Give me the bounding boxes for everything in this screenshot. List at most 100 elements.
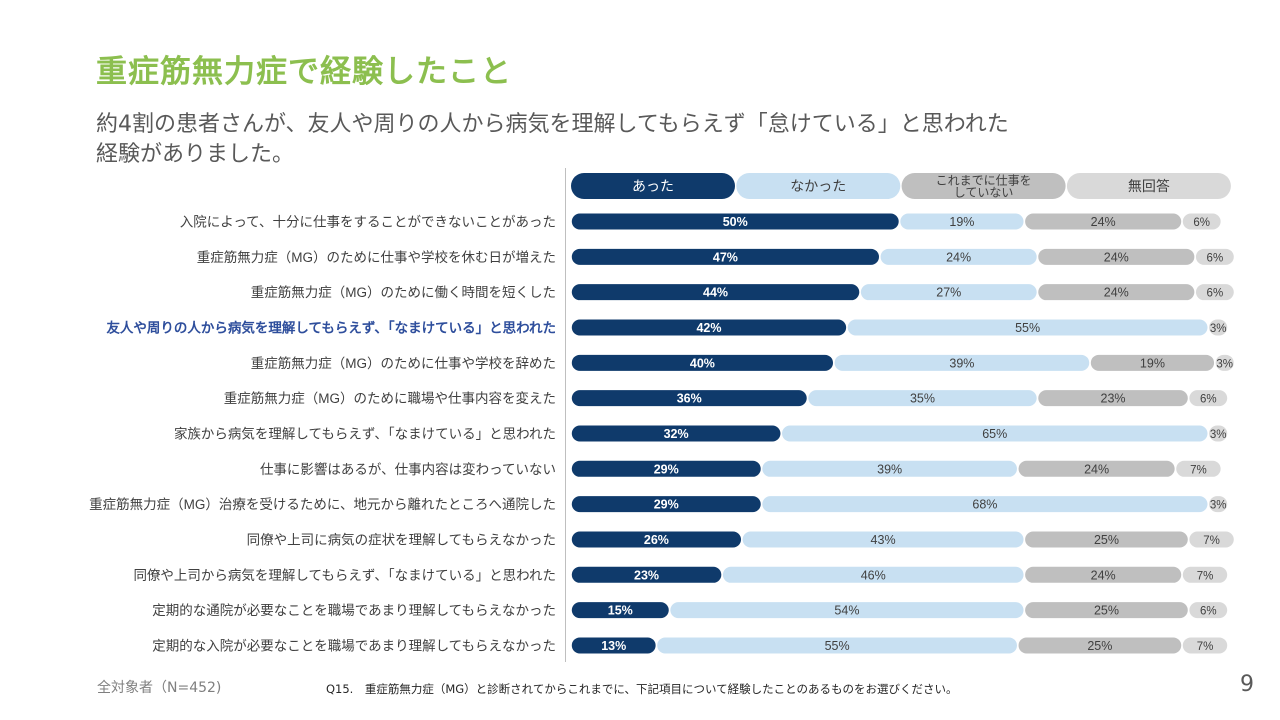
data-label: 40% bbox=[690, 356, 715, 370]
bar-segment bbox=[1018, 637, 1182, 654]
category-label: 同僚や上司から病気を理解してもらえず、「なまけている」と思われた bbox=[133, 568, 556, 583]
data-label: 35% bbox=[910, 392, 935, 406]
data-label: 42% bbox=[696, 321, 721, 335]
data-label: 55% bbox=[825, 639, 850, 653]
bar-segment bbox=[1038, 284, 1195, 301]
bar-segment bbox=[1025, 213, 1182, 230]
bar-segment bbox=[1090, 354, 1215, 371]
page-subtitle: 約4割の患者さんが、友人や周りの人から病気を理解してもらえず「怠けている」と思わ… bbox=[96, 112, 1009, 167]
data-label: 24% bbox=[1091, 215, 1116, 229]
bar-segment bbox=[571, 213, 899, 230]
data-label: 19% bbox=[1140, 356, 1165, 370]
legend-label: これまでに仕事を bbox=[936, 173, 1032, 187]
bar-segment bbox=[1038, 248, 1195, 265]
bar-segment bbox=[1189, 390, 1228, 407]
bar-segment bbox=[1209, 496, 1228, 513]
bar-segment bbox=[1189, 602, 1228, 619]
legend-label: なかった bbox=[790, 178, 846, 194]
data-label: 25% bbox=[1094, 533, 1119, 547]
bar-segment bbox=[1195, 284, 1234, 301]
bar-segment bbox=[1018, 460, 1175, 477]
bar-segment bbox=[1038, 390, 1188, 407]
category-label: 同僚や上司に病気の症状を理解してもらえなかった bbox=[247, 532, 556, 547]
category-label: 入院によって、十分に仕事をすることができないことがあった bbox=[180, 215, 556, 230]
bar-segment bbox=[571, 460, 761, 477]
bar-segment bbox=[1215, 354, 1234, 371]
data-label: 46% bbox=[861, 568, 886, 582]
data-label: 13% bbox=[601, 639, 626, 653]
data-label: 7% bbox=[1197, 570, 1214, 582]
legend-label: していない bbox=[954, 185, 1014, 199]
data-label: 25% bbox=[1087, 639, 1112, 653]
data-label: 29% bbox=[654, 498, 679, 512]
page-title: 重症筋無力症で経験したこと bbox=[96, 54, 512, 90]
data-label: 6% bbox=[1200, 606, 1217, 618]
legend-pill bbox=[1066, 173, 1231, 199]
data-label: 3% bbox=[1210, 500, 1227, 512]
category-label: 友人や周りの人から病気を理解してもらえず、「なまけている」と思われた bbox=[106, 319, 556, 335]
bar-segment bbox=[571, 425, 781, 442]
category-label: 重症筋無力症（MG）のために仕事や学校を辞めた bbox=[251, 355, 556, 371]
page-number: 9 bbox=[1240, 672, 1254, 697]
data-label: 6% bbox=[1207, 252, 1224, 264]
bar-segment bbox=[1182, 566, 1228, 583]
data-label: 65% bbox=[982, 427, 1007, 441]
category-label: 重症筋無力症（MG）のために職場や仕事内容を変えた bbox=[224, 390, 556, 406]
data-label: 7% bbox=[1197, 641, 1214, 653]
bar-segment bbox=[1182, 213, 1221, 230]
data-label: 3% bbox=[1210, 323, 1227, 335]
legend-pill bbox=[571, 173, 735, 199]
bar-segment bbox=[571, 284, 860, 301]
data-label: 47% bbox=[713, 250, 738, 264]
legend-label: 無回答 bbox=[1128, 178, 1170, 194]
bar-segment bbox=[847, 319, 1208, 336]
bar-segment bbox=[782, 425, 1208, 442]
data-label: 24% bbox=[1091, 568, 1116, 582]
data-label: 7% bbox=[1190, 464, 1207, 476]
data-label: 68% bbox=[972, 498, 997, 512]
legend-pill bbox=[736, 173, 901, 199]
bar-segment bbox=[742, 531, 1024, 548]
bar-segment bbox=[1025, 566, 1182, 583]
bar-segment bbox=[1176, 460, 1221, 477]
data-label: 24% bbox=[1104, 286, 1129, 300]
data-label: 39% bbox=[877, 462, 902, 476]
category-label: 定期的な入院が必要なことを職場であまり理解してもらえなかった bbox=[152, 638, 556, 653]
data-label: 19% bbox=[949, 215, 974, 229]
category-label: 重症筋無力症（MG）治療を受けるために、地元から離れたところへ通院した bbox=[89, 496, 556, 512]
data-label: 6% bbox=[1200, 394, 1217, 406]
category-label: 仕事に影響はあるが、仕事内容は変わっていない bbox=[260, 461, 556, 477]
bar-segment bbox=[880, 248, 1037, 265]
category-label: 重症筋無力症（MG）のために働く時間を短くした bbox=[251, 284, 556, 300]
bar-segment bbox=[1209, 425, 1228, 442]
data-label: 7% bbox=[1203, 535, 1220, 547]
data-label: 54% bbox=[834, 604, 859, 618]
bar-segment bbox=[571, 390, 807, 407]
data-label: 55% bbox=[1015, 321, 1040, 335]
data-label: 6% bbox=[1207, 288, 1224, 300]
data-label: 27% bbox=[936, 286, 961, 300]
bar-segment bbox=[762, 496, 1208, 513]
data-label: 39% bbox=[949, 356, 974, 370]
data-label: 24% bbox=[946, 250, 971, 264]
category-label: 重症筋無力症（MG）のために仕事や学校を休む日が増えた bbox=[197, 249, 556, 265]
legend-label: あった bbox=[632, 178, 674, 194]
legend-pill bbox=[901, 173, 1066, 199]
data-label: 29% bbox=[654, 462, 679, 476]
bar-segment bbox=[722, 566, 1024, 583]
bar-segment bbox=[1025, 602, 1188, 619]
bar-segment bbox=[571, 566, 722, 583]
survey-question-note: Q15. 重症筋無力症（MG）と診断されてからこれまでに、下記項目について経験し… bbox=[326, 682, 958, 696]
category-label: 定期的な通院が必要なことを職場であまり理解してもらえなかった bbox=[152, 603, 556, 618]
data-label: 44% bbox=[703, 286, 728, 300]
data-label: 25% bbox=[1094, 604, 1119, 618]
data-label: 50% bbox=[723, 215, 748, 229]
bar-segment bbox=[670, 602, 1024, 619]
data-label: 26% bbox=[644, 533, 669, 547]
bar-segment bbox=[571, 637, 656, 654]
category-label: 家族から病気を理解してもらえず、「なまけている」と思われた bbox=[174, 425, 556, 441]
bar-segment bbox=[1182, 637, 1228, 654]
bar-segment bbox=[657, 637, 1017, 654]
bar-segment bbox=[571, 248, 879, 265]
